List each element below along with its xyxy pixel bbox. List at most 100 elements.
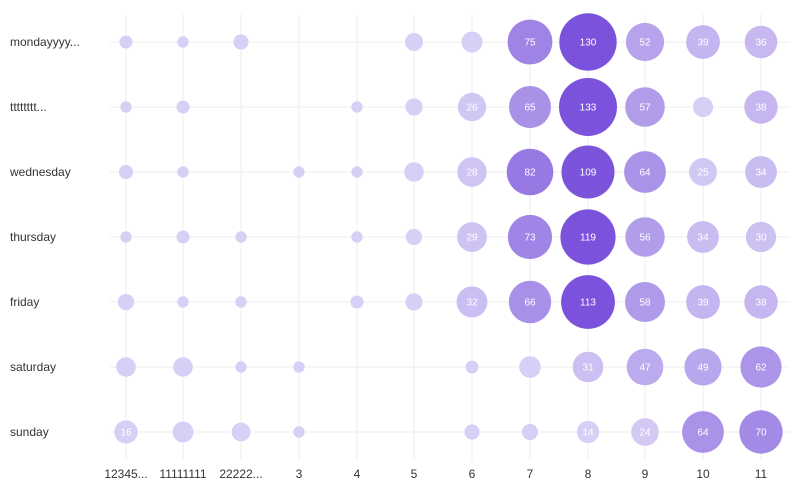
bubble[interactable] — [508, 280, 552, 324]
bubble-value-label: 36 — [755, 38, 767, 49]
bubble-value-label: 38 — [755, 103, 767, 114]
x-tick-label: 8 — [585, 467, 592, 481]
bubble[interactable] — [293, 361, 305, 373]
bubble-value-label: 24 — [639, 428, 651, 439]
bubble[interactable] — [740, 346, 782, 388]
bubble[interactable] — [625, 87, 665, 127]
bubble[interactable] — [351, 231, 363, 243]
bubble[interactable] — [559, 78, 617, 136]
bubble[interactable] — [457, 157, 487, 187]
bubble[interactable] — [559, 13, 617, 71]
bubble-value-label: 29 — [466, 233, 478, 244]
bubble[interactable] — [176, 230, 190, 244]
bubble[interactable] — [572, 351, 604, 383]
bubble[interactable] — [461, 31, 483, 53]
bubble-value-label: 75 — [524, 38, 536, 49]
bubble[interactable] — [120, 101, 132, 113]
bubble[interactable] — [457, 222, 487, 252]
bubble[interactable] — [172, 421, 194, 443]
bubble[interactable] — [560, 209, 616, 265]
bubble[interactable] — [456, 286, 488, 318]
bubble[interactable] — [351, 166, 363, 178]
bubble[interactable] — [631, 418, 659, 446]
bubble[interactable] — [117, 293, 135, 311]
bubble[interactable] — [118, 164, 134, 180]
bubble[interactable] — [625, 22, 665, 62]
bubble[interactable] — [235, 361, 247, 373]
bubble[interactable] — [405, 33, 423, 51]
bubble[interactable] — [561, 275, 615, 329]
bubble[interactable] — [177, 296, 189, 308]
bubble[interactable] — [687, 221, 719, 253]
bubble[interactable] — [350, 295, 364, 309]
y-tick-label: thursday — [10, 230, 56, 244]
bubble[interactable] — [119, 35, 133, 49]
bubble-value-label: 47 — [639, 363, 651, 374]
bubble[interactable] — [233, 34, 249, 50]
bubble-value-label: 30 — [755, 233, 767, 244]
bubble[interactable] — [465, 360, 479, 374]
bubble-value-label: 14 — [582, 428, 594, 439]
bubble[interactable] — [405, 293, 423, 311]
bubble[interactable] — [506, 148, 554, 196]
y-tick-label: wednesday — [9, 165, 71, 179]
bubble-value-label: 73 — [524, 233, 536, 244]
x-tick-label: 4 — [354, 467, 361, 481]
bubble[interactable] — [686, 285, 720, 319]
x-tick-label: 5 — [411, 467, 418, 481]
x-axis-labels: 12345... 11111111 22222... 3 4 5 6 7 8 9 10 11 — [104, 467, 767, 481]
bubble[interactable] — [176, 100, 190, 114]
bubble[interactable] — [509, 86, 551, 128]
bubble[interactable] — [576, 420, 600, 444]
y-tick-label: sunday — [10, 425, 49, 439]
bubble[interactable] — [684, 348, 722, 386]
bubble[interactable] — [744, 25, 778, 59]
bubble[interactable] — [625, 282, 665, 322]
bubble[interactable] — [521, 423, 539, 441]
bubble-value-label: 58 — [639, 298, 651, 309]
bubble-value-label: 70 — [755, 428, 767, 439]
bubble[interactable] — [745, 156, 777, 188]
bubble[interactable] — [114, 420, 138, 444]
bubble[interactable] — [177, 36, 189, 48]
y-tick-label: friday — [10, 295, 39, 309]
bubble[interactable] — [739, 410, 783, 454]
bubble[interactable] — [235, 231, 247, 243]
bubble[interactable] — [116, 357, 136, 377]
x-tick-label: 10 — [696, 467, 710, 481]
bubble[interactable] — [692, 96, 714, 118]
bubble[interactable] — [173, 357, 193, 377]
bubble[interactable] — [745, 221, 777, 253]
bubble[interactable] — [351, 101, 363, 113]
bubble[interactable] — [625, 217, 665, 257]
bubble[interactable] — [624, 151, 666, 193]
bubble[interactable] — [689, 158, 717, 186]
x-tick-label: 7 — [527, 467, 534, 481]
bubble[interactable] — [561, 145, 615, 199]
bubble-value-label: 38 — [755, 298, 767, 309]
bubble-value-label: 109 — [580, 168, 597, 179]
bubble-value-label: 52 — [639, 38, 651, 49]
bubble[interactable] — [177, 166, 189, 178]
bubble[interactable] — [686, 25, 720, 59]
bubble[interactable] — [120, 231, 132, 243]
bubble[interactable] — [682, 411, 724, 453]
bubble[interactable] — [507, 19, 553, 65]
bubble-value-label: 82 — [524, 168, 536, 179]
bubble[interactable] — [519, 356, 541, 378]
bubble[interactable] — [457, 92, 487, 122]
bubble-value-label: 26 — [466, 103, 478, 114]
bubble[interactable] — [293, 166, 305, 178]
bubble[interactable] — [744, 90, 778, 124]
bubble[interactable] — [744, 285, 778, 319]
bubble-value-label: 39 — [697, 298, 709, 309]
bubble[interactable] — [404, 162, 424, 182]
bubble[interactable] — [293, 426, 305, 438]
bubble[interactable] — [235, 296, 247, 308]
bubble[interactable] — [231, 422, 251, 442]
bubble[interactable] — [405, 228, 423, 246]
bubble[interactable] — [507, 214, 553, 260]
bubble[interactable] — [626, 348, 664, 386]
bubble[interactable] — [405, 98, 423, 116]
bubble[interactable] — [464, 424, 480, 440]
